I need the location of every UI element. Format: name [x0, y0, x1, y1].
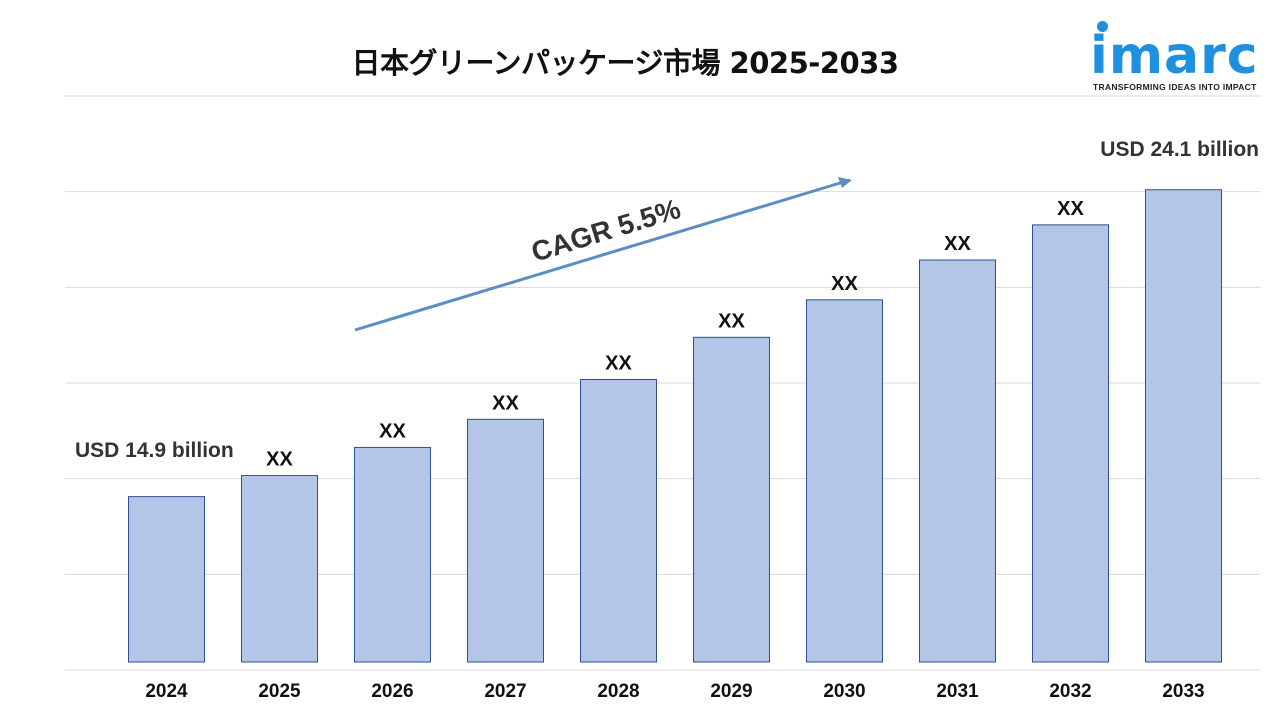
x-tick-2028: 2028	[597, 681, 639, 702]
bars-group	[128, 189, 1222, 663]
bar-2033	[1145, 189, 1222, 663]
x-tick-2027: 2027	[484, 681, 526, 702]
cagr-label: CAGR 5.5%	[528, 193, 684, 268]
bar-labels-group: XX XX XX XX XX XX XX XX	[266, 198, 1084, 471]
logo-dot-icon	[1097, 21, 1108, 32]
bar-value-label-2032: XX	[1057, 198, 1084, 220]
x-tick-2032: 2032	[1049, 681, 1091, 702]
bar-value-label-2027: XX	[492, 392, 519, 414]
bar-2031	[919, 259, 996, 663]
logo-tagline: TRANSFORMING IDEAS INTO IMPACT	[1093, 82, 1257, 92]
cagr-arrow	[354, 178, 851, 332]
imarc-logo: imarc TRANSFORMING IDEAS INTO IMPACT	[1090, 20, 1265, 100]
chart-title: 日本グリーンパッケージ市場 2025-2033	[351, 46, 899, 80]
bar-2027	[467, 418, 544, 663]
bar-value-label-2026: XX	[379, 420, 406, 442]
bar-2026	[354, 446, 431, 663]
x-tick-2030: 2030	[823, 681, 865, 702]
bar-2025	[241, 475, 318, 663]
bar-2030	[806, 299, 883, 663]
bar-value-label-2028: XX	[605, 352, 632, 374]
logo-wordmark: imarc	[1090, 26, 1259, 86]
bar-2028	[580, 378, 657, 663]
x-tick-2033: 2033	[1162, 681, 1204, 702]
x-axis-ticks: 2024 2025 2026 2027 2028 2029 2030 2031 2032 2033	[145, 681, 1204, 702]
bar-2032	[1032, 224, 1109, 663]
bar-value-label-2030: XX	[831, 273, 858, 295]
x-tick-2024: 2024	[145, 681, 188, 702]
start-value-label: USD 14.9 billion	[75, 439, 234, 462]
bar-2029	[693, 336, 770, 663]
x-tick-2026: 2026	[371, 681, 413, 702]
bar-value-label-2029: XX	[718, 310, 745, 332]
bar-value-label-2025: XX	[266, 449, 293, 471]
x-tick-2025: 2025	[258, 681, 301, 702]
end-value-label: USD 24.1 billion	[1100, 138, 1259, 161]
bar-value-label-2031: XX	[944, 233, 971, 255]
bar-2024	[128, 496, 205, 663]
x-tick-2031: 2031	[936, 681, 979, 702]
cagr-arrowhead-icon	[838, 177, 852, 188]
x-tick-2029: 2029	[710, 681, 752, 702]
